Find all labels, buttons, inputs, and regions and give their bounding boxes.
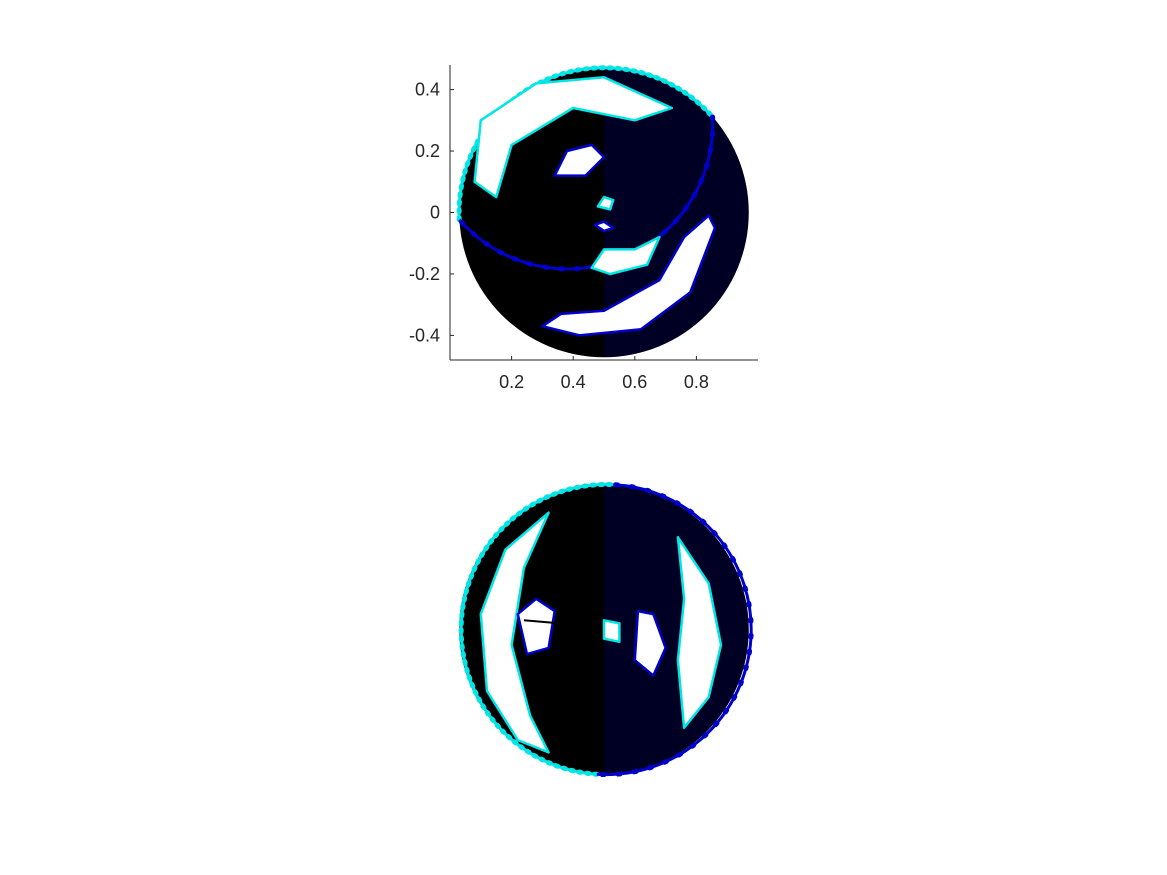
boundary-blue-dots <box>594 482 754 778</box>
top-subplot: 0.2 0.4 0.6 0.8 0.4 0.2 0 -0.2 -0.4 <box>409 65 758 392</box>
y-tick-label: 0.4 <box>415 80 440 100</box>
left-inner-hole <box>516 597 556 656</box>
left-arc-hole <box>479 511 550 754</box>
center-hole-bottom <box>593 220 615 233</box>
x-tick-label: 0.2 <box>499 372 524 392</box>
x-tick-label: 0.8 <box>684 372 709 392</box>
y-tick-label: 0 <box>430 203 440 223</box>
top-plot-area <box>456 65 749 358</box>
center-small-hole <box>602 619 621 644</box>
bottom-subplot <box>458 481 754 778</box>
top-axes: 0.2 0.4 0.6 0.8 0.4 0.2 0 -0.2 -0.4 <box>409 65 758 392</box>
x-tick-label: 0.4 <box>561 372 586 392</box>
bottom-plot-area <box>458 481 754 778</box>
mesh-shading <box>604 484 749 775</box>
right-middle-hole <box>590 235 661 276</box>
black-line-segment <box>523 619 595 628</box>
boundary-cyan <box>457 66 714 220</box>
y-tick-label: 0.2 <box>415 141 440 161</box>
right-arc-hole <box>676 536 723 730</box>
y-tick-label: -0.2 <box>409 264 440 284</box>
y-tick-label: -0.4 <box>409 325 440 345</box>
x-tick-label: 0.6 <box>622 372 647 392</box>
boundary-cyan <box>459 482 616 776</box>
center-hole-top <box>596 195 615 211</box>
upper-outer-arc-hole <box>473 76 674 199</box>
upper-inner-hole <box>553 143 606 177</box>
lower-outer-arc-hole <box>541 214 717 337</box>
right-inner-hole <box>633 609 667 677</box>
